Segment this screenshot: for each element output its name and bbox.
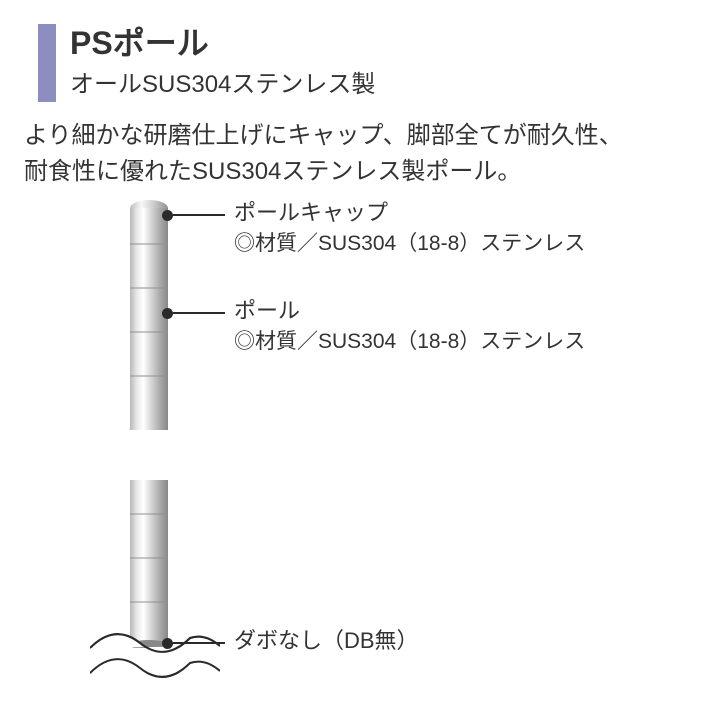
title-text-group: PSポール オールSUS304ステンレス製 <box>70 24 375 99</box>
callout-dot-pole <box>162 308 173 319</box>
callout-line-cap <box>173 214 225 216</box>
page-subtitle: オールSUS304ステンレス製 <box>70 64 375 99</box>
break-indicator <box>90 618 220 698</box>
accent-bar <box>38 24 56 102</box>
page-title: PSポール <box>70 24 375 62</box>
pole-illustration <box>130 200 190 660</box>
callout-cap-detail: ◎材質／SUS304（18-8）ステンレス <box>234 229 585 258</box>
header: PSポール オールSUS304ステンレス製 <box>38 24 375 102</box>
callout-cap: ポールキャップ ◎材質／SUS304（18-8）ステンレス <box>234 198 585 258</box>
callout-bottom-title: ダボなし（DB無） <box>234 628 419 653</box>
callout-pole-detail: ◎材質／SUS304（18-8）ステンレス <box>234 327 585 356</box>
callout-pole: ポール ◎材質／SUS304（18-8）ステンレス <box>234 296 585 356</box>
callout-cap-title: ポールキャップ <box>234 200 388 225</box>
title-row: PSポール オールSUS304ステンレス製 <box>38 24 375 102</box>
callout-dot-bottom <box>162 638 173 649</box>
description-text: より細かな研磨仕上げにキャップ、脚部全てが耐久性、 耐食性に優れたSUS304ス… <box>24 118 623 190</box>
callout-line-pole <box>173 312 225 314</box>
callout-line-bottom <box>173 642 225 644</box>
callout-pole-title: ポール <box>234 298 300 323</box>
callout-bottom: ダボなし（DB無） <box>234 626 419 657</box>
callout-dot-cap <box>162 210 173 221</box>
diagram: ポールキャップ ◎材質／SUS304（18-8）ステンレス ポール ◎材質／SU… <box>0 200 710 690</box>
